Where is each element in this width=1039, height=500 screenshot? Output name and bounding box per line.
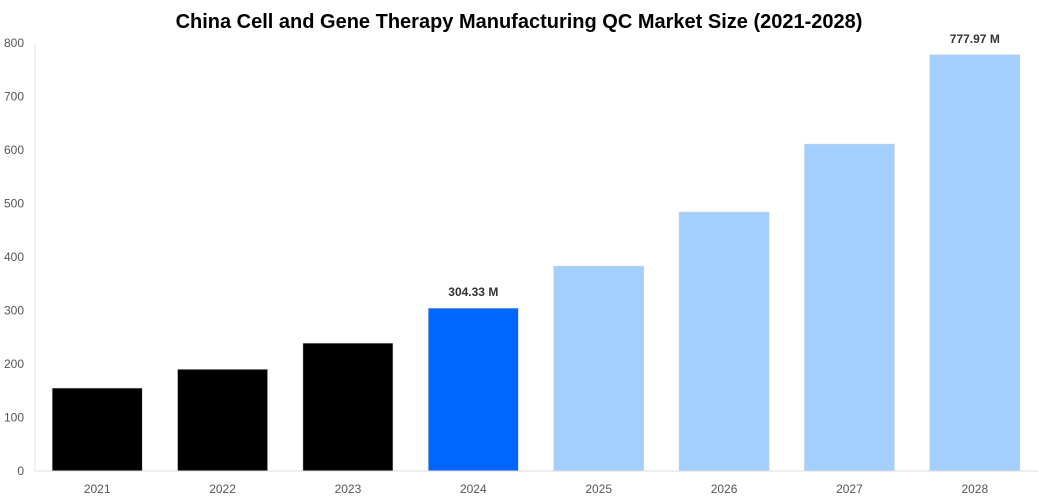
y-tick-label: 500 bbox=[4, 197, 24, 211]
bar-2022[interactable] bbox=[177, 369, 268, 472]
y-tick-label: 300 bbox=[4, 304, 24, 318]
x-axis: 2021 2022 2023 2024 2025 2026 2027 2028 bbox=[35, 470, 1038, 496]
y-tick-label: 0 bbox=[17, 464, 24, 478]
bar-2025[interactable] bbox=[553, 265, 644, 472]
y-tick-label: 600 bbox=[4, 143, 24, 157]
bar-2028[interactable] bbox=[929, 54, 1021, 472]
y-tick-label: 100 bbox=[4, 411, 24, 425]
x-tick-label: 2022 bbox=[209, 482, 236, 496]
data-label: 777.97 M bbox=[950, 32, 1000, 46]
x-tick-label: 2028 bbox=[961, 482, 988, 496]
bar-2021[interactable] bbox=[51, 387, 143, 472]
bar-2027[interactable] bbox=[804, 143, 895, 472]
bars: 304.33 M 777.97 M bbox=[51, 32, 1021, 472]
bar-2024[interactable] bbox=[428, 307, 519, 472]
y-axis: 0 100 200 300 400 500 600 700 800 bbox=[4, 36, 36, 478]
y-tick-label: 700 bbox=[4, 90, 24, 104]
x-tick-label: 2021 bbox=[84, 482, 111, 496]
x-tick-label: 2027 bbox=[836, 482, 863, 496]
bar-2023[interactable] bbox=[302, 342, 394, 472]
bar-2026[interactable] bbox=[678, 211, 770, 472]
y-tick-label: 800 bbox=[4, 36, 24, 50]
x-tick-label: 2024 bbox=[460, 482, 487, 496]
y-tick-label: 200 bbox=[4, 357, 24, 371]
chart-title: China Cell and Gene Therapy Manufacturin… bbox=[176, 11, 863, 33]
data-label: 304.33 M bbox=[448, 285, 498, 299]
y-tick-label: 400 bbox=[4, 250, 24, 264]
x-tick-label: 2025 bbox=[585, 482, 612, 496]
x-tick-label: 2026 bbox=[711, 482, 738, 496]
x-tick-label: 2023 bbox=[335, 482, 362, 496]
